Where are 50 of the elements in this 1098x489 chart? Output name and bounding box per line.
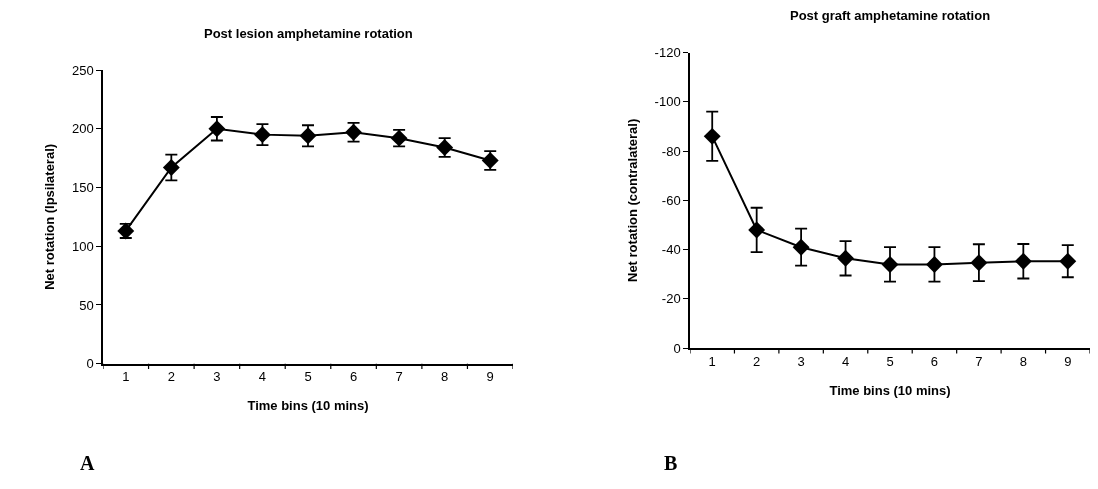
y-tick-label: -80 — [661, 143, 681, 159]
x-tick-label: 6 — [349, 369, 358, 385]
x-tick-label: 2 — [167, 369, 175, 385]
y-axis-title: Net rotation (Ipsilateral) — [42, 143, 58, 290]
y-tick-label: 250 — [71, 62, 94, 78]
x-tick-label: 9 — [486, 369, 494, 385]
point — [748, 221, 766, 239]
x-tick-label: 3 — [213, 369, 221, 385]
point — [1014, 252, 1032, 270]
x-axis-title: Time bins (10 mins) — [829, 382, 951, 398]
x-tick-label: 5 — [886, 353, 894, 369]
x-tick-label: 2 — [753, 353, 761, 369]
x-tick-label: 7 — [975, 353, 983, 369]
x-tick-label: 1 — [708, 353, 716, 369]
x-tick-label: 6 — [930, 353, 939, 369]
chart-title: Post graft amphetamine rotation — [790, 8, 991, 23]
x-tick-label: 7 — [395, 369, 403, 385]
y-tick-label: 0 — [86, 356, 94, 372]
y-tick-label: 100 — [71, 238, 94, 254]
x-tick-label: 9 — [1064, 353, 1072, 369]
point — [162, 159, 180, 176]
x-tick-label: 8 — [441, 369, 449, 385]
x-axis-title: Time bins (10 mins) — [247, 398, 369, 414]
point — [1059, 252, 1077, 270]
y-tick-label: 0 — [673, 340, 681, 356]
point — [792, 238, 810, 256]
y-axis-title: Net rotation (contralateral) — [625, 118, 641, 283]
point — [881, 255, 899, 273]
x-tick-label: 4 — [841, 353, 850, 369]
point — [208, 120, 226, 138]
y-tick-label: 150 — [71, 180, 94, 196]
point — [925, 255, 943, 273]
point — [703, 127, 721, 145]
x-tick-label: 8 — [1019, 353, 1027, 369]
x-tick-label: 4 — [258, 369, 267, 385]
y-tick-label: -40 — [661, 242, 681, 258]
x-tick-label: 5 — [304, 369, 312, 385]
point — [837, 249, 855, 267]
y-tick-label: -100 — [654, 94, 681, 110]
point — [970, 254, 988, 272]
x-tick-label: 1 — [122, 369, 130, 385]
y-tick-label: 50 — [79, 297, 94, 313]
y-tick-label: -20 — [661, 291, 681, 307]
y-tick-label: -60 — [661, 192, 681, 208]
y-tick-label: -120 — [654, 45, 681, 61]
text: B — [664, 452, 678, 474]
text: A — [80, 452, 95, 474]
x-tick-label: 3 — [797, 353, 805, 369]
chart-title: Post lesion amphetamine rotation — [204, 26, 413, 41]
y-tick-label: 200 — [71, 121, 94, 137]
